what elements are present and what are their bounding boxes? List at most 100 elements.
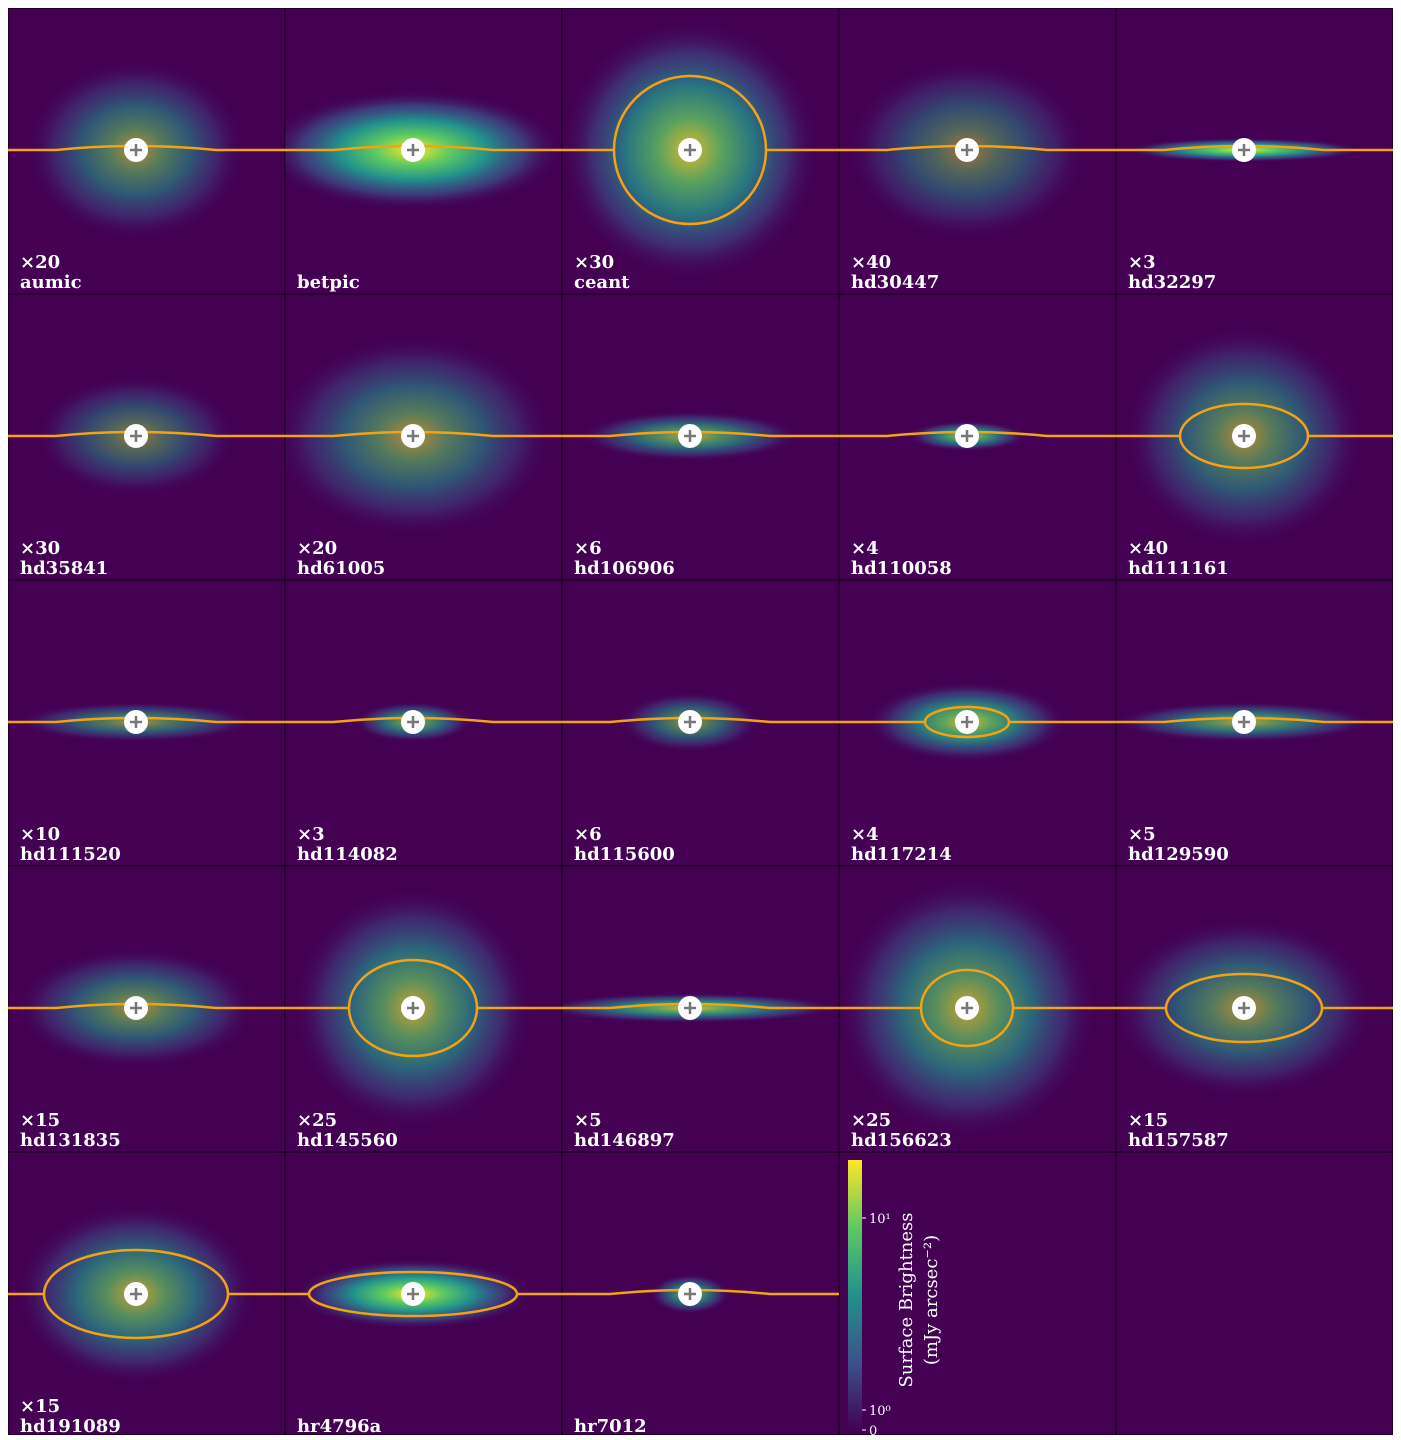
scale-factor: ×5 (1128, 824, 1156, 845)
star-marker (1238, 1002, 1250, 1014)
target-name: hd115600 (574, 844, 675, 865)
panel-background (1116, 1152, 1393, 1435)
colorbar (848, 1160, 862, 1430)
model-ellipse (1164, 972, 1324, 1044)
model-ellipse (347, 958, 479, 1058)
scale-factor: ×15 (20, 1396, 60, 1417)
target-name: hd129590 (1128, 844, 1229, 865)
target-name: hd61005 (297, 558, 385, 579)
star-marker (961, 430, 973, 442)
scale-factor: ×6 (574, 538, 602, 559)
star-marker (684, 430, 696, 442)
star-marker (407, 1288, 419, 1300)
target-name: hd111520 (20, 844, 121, 865)
colorbar-tick-label: 0 (869, 1424, 877, 1435)
target-name: hd32297 (1128, 272, 1216, 293)
colorbar-tick-label: 10⁰ (869, 1404, 891, 1419)
scale-factor: ×5 (574, 1110, 602, 1131)
scale-factor: ×25 (297, 1110, 337, 1131)
scale-factor: ×30 (20, 538, 60, 559)
target-name: aumic (20, 272, 82, 293)
star-marker (130, 716, 142, 728)
scale-factor: ×3 (297, 824, 325, 845)
panel (839, 1152, 1116, 1435)
panel: betpic (285, 8, 562, 294)
scale-factor: ×15 (1128, 1110, 1168, 1131)
scale-factor: ×30 (574, 252, 614, 273)
target-name: hd111161 (1128, 558, 1229, 579)
scale-factor: ×20 (20, 252, 60, 273)
star-marker (407, 144, 419, 156)
star-marker (684, 1002, 696, 1014)
star-marker (130, 144, 142, 156)
model-ellipse (1178, 402, 1310, 470)
star-marker (1238, 430, 1250, 442)
scale-factor: ×10 (20, 824, 60, 845)
target-name: hr7012 (574, 1416, 647, 1435)
scale-factor: ×4 (851, 824, 879, 845)
star-marker (1238, 716, 1250, 728)
panel: hr7012 (562, 1152, 839, 1435)
scale-factor: ×20 (297, 538, 337, 559)
star-marker (684, 716, 696, 728)
scale-factor: ×4 (851, 538, 879, 559)
target-name: hd157587 (1128, 1130, 1229, 1151)
star-marker (961, 144, 973, 156)
colorbar-tick-label: 10¹ (869, 1212, 891, 1227)
scale-factor: ×3 (1128, 252, 1156, 273)
model-ellipse (307, 1270, 519, 1318)
target-name: hd110058 (851, 558, 952, 579)
target-name: hd106906 (574, 558, 675, 579)
star-marker (961, 716, 973, 728)
star-marker (130, 430, 142, 442)
model-ellipse (923, 705, 1011, 739)
star-marker (684, 144, 696, 156)
target-name: hd114082 (297, 844, 398, 865)
target-name: hd131835 (20, 1130, 121, 1151)
scale-factor: ×25 (851, 1110, 891, 1131)
target-name: hd35841 (20, 558, 108, 579)
target-name: ceant (574, 272, 630, 293)
model-ellipse (919, 968, 1015, 1048)
target-name: hd156623 (851, 1130, 952, 1151)
model-ellipse (42, 1248, 230, 1340)
star-marker (407, 1002, 419, 1014)
scale-factor: ×6 (574, 824, 602, 845)
target-name: hd145560 (297, 1130, 398, 1151)
star-marker (961, 1002, 973, 1014)
star-marker (684, 1288, 696, 1300)
star-marker (130, 1288, 142, 1300)
panel (1116, 1152, 1393, 1435)
model-ellipse (612, 74, 768, 226)
target-name: hd191089 (20, 1416, 121, 1435)
scale-factor: ×15 (20, 1110, 60, 1131)
scale-factor: ×40 (851, 252, 891, 273)
target-name: hr4796a (297, 1416, 382, 1435)
target-name: hd117214 (851, 844, 952, 865)
panel: hr4796a (285, 1152, 562, 1435)
scale-factor: ×40 (1128, 538, 1168, 559)
colorbar-label: Surface Brightness (896, 1212, 917, 1387)
star-marker (130, 1002, 142, 1014)
